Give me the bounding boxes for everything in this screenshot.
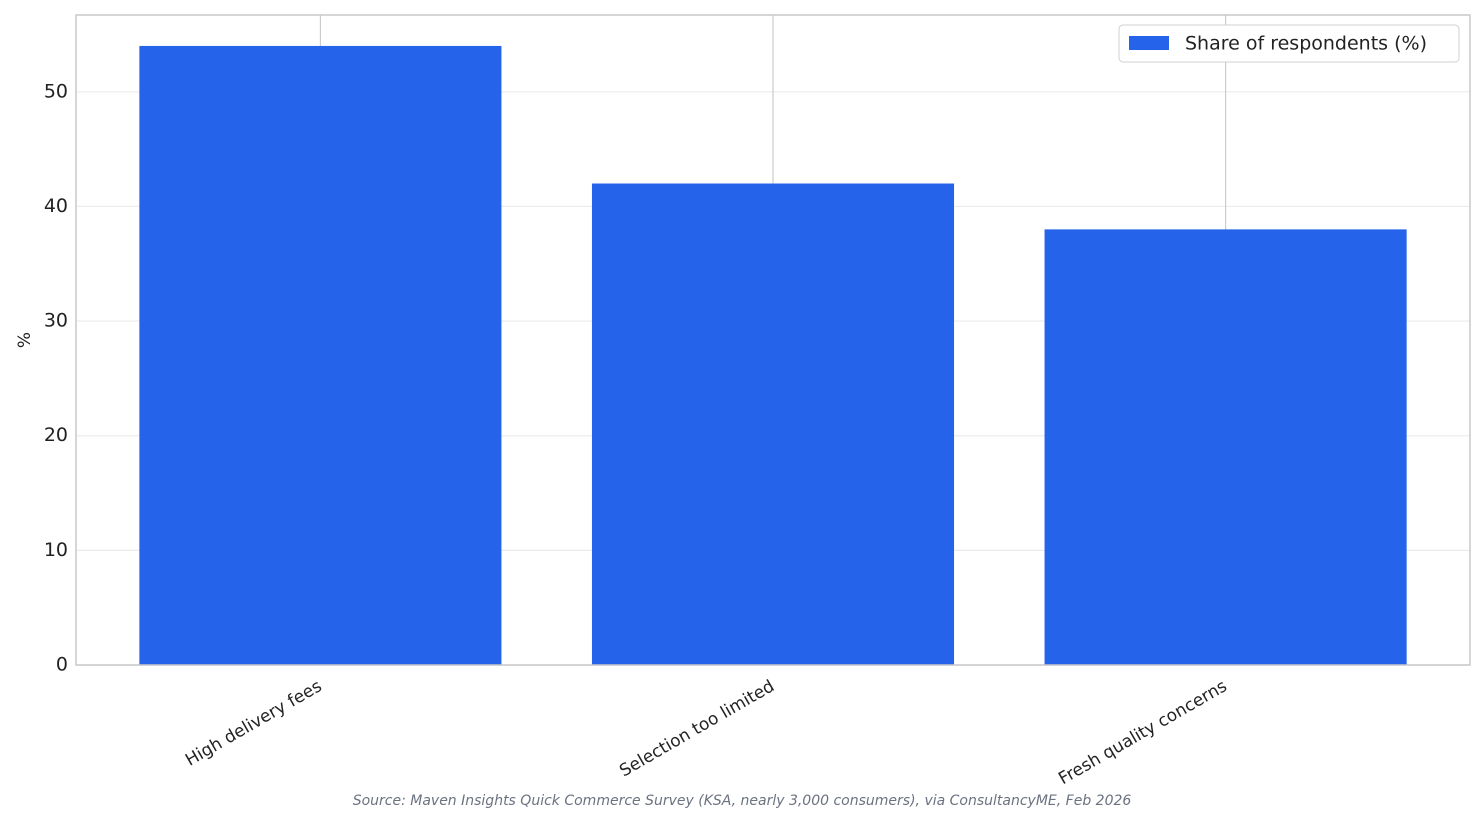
bar [1044,229,1407,665]
y-tick-label: 20 [44,424,68,446]
legend-swatch [1129,36,1169,50]
y-tick-label: 50 [44,80,68,102]
y-tick-label: 30 [44,310,68,332]
x-tick-label: Selection too limited [616,676,778,781]
x-tick-label: High delivery fees [182,676,325,770]
y-tick-label: 10 [44,539,68,561]
legend-label: Share of respondents (%) [1185,33,1427,55]
x-tick-label: Fresh quality concerns [1055,676,1230,789]
plot-frame [75,14,1471,666]
legend-box [1118,24,1460,63]
y-tick-label: 40 [44,195,68,217]
y-axis-label: % [15,332,35,348]
bar [591,183,955,665]
source-note: Source: Maven Insights Quick Commerce Su… [353,793,1132,809]
bar [139,45,502,665]
legend: Share of respondents (%) [1118,24,1460,63]
y-tick-label: 0 [56,654,68,676]
